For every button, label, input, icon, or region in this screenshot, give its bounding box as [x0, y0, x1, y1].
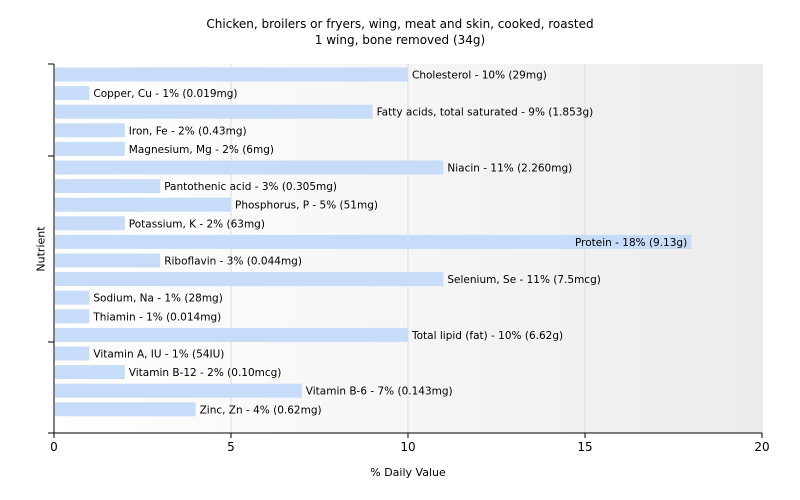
bar — [55, 234, 692, 249]
bar-data-label: Sodium, Na - 1% (28mg) — [93, 293, 222, 305]
bar-data-label: Vitamin B-6 - 7% (0.143mg) — [306, 386, 453, 398]
bar-data-label: Phosphorus, P - 5% (51mg) — [235, 200, 378, 212]
bar-data-label: Selenium, Se - 11% (7.5mcg) — [447, 274, 600, 286]
bar — [55, 216, 125, 231]
bar — [55, 160, 444, 175]
bar — [55, 346, 90, 361]
bar — [55, 253, 161, 268]
bar — [55, 86, 90, 101]
bar-data-label: Cholesterol - 10% (29mg) — [412, 70, 547, 82]
chart-title-block: Chicken, broilers or fryers, wing, meat … — [0, 16, 800, 48]
bar — [55, 141, 125, 156]
bar-data-label: Niacin - 11% (2.260mg) — [447, 163, 572, 175]
bar — [55, 104, 373, 119]
bar-data-label: Copper, Cu - 1% (0.019mg) — [93, 88, 237, 100]
bar-data-label: Fatty acids, total saturated - 9% (1.853… — [377, 107, 594, 119]
bar — [55, 179, 161, 194]
x-tick-label: 15 — [577, 440, 592, 454]
bar-data-label: Vitamin A, IU - 1% (54IU) — [93, 349, 224, 361]
bar — [55, 290, 90, 305]
chart-title: Chicken, broilers or fryers, wing, meat … — [206, 17, 594, 31]
bar-data-label: Riboflavin - 3% (0.044mg) — [164, 256, 302, 268]
bar-data-label: Zinc, Zn - 4% (0.62mg) — [200, 404, 322, 416]
bar — [55, 365, 125, 380]
bar-data-label: Pantothenic acid - 3% (0.305mg) — [164, 181, 337, 193]
bar — [55, 272, 444, 287]
bar — [55, 197, 231, 212]
axes: 0 5 10 15 20 — [48, 63, 770, 454]
x-tick-label: 20 — [754, 440, 769, 454]
bar-data-label: Magnesium, Mg - 2% (6mg) — [129, 144, 274, 156]
bar-data-label: Vitamin B-12 - 2% (0.10mcg) — [129, 367, 282, 379]
bar-data-label: Total lipid (fat) - 10% (6.62g) — [411, 330, 563, 342]
bar-data-label: Thiamin - 1% (0.014mg) — [92, 311, 221, 323]
bar-data-label: Iron, Fe - 2% (0.43mg) — [129, 125, 247, 137]
bar — [55, 123, 125, 138]
x-tick-label: 10 — [400, 440, 415, 454]
bar-data-label: Protein - 18% (9.13g) — [575, 237, 687, 249]
bar-data-label: Potassium, K - 2% (63mg) — [129, 218, 265, 230]
x-tick-label: 0 — [50, 440, 58, 454]
bar — [55, 67, 408, 82]
bar — [55, 327, 408, 342]
bar — [55, 383, 302, 398]
bars: Cholesterol - 10% (29mg) Copper, Cu - 1% … — [55, 67, 692, 417]
x-axis-label: % Daily Value — [370, 466, 446, 479]
bar — [55, 309, 90, 324]
y-axis-label: Nutrient — [34, 226, 48, 272]
x-tick-label: 5 — [227, 440, 235, 454]
bar — [55, 402, 196, 417]
chart-subtitle: 1 wing, bone removed (34g) — [314, 33, 486, 47]
